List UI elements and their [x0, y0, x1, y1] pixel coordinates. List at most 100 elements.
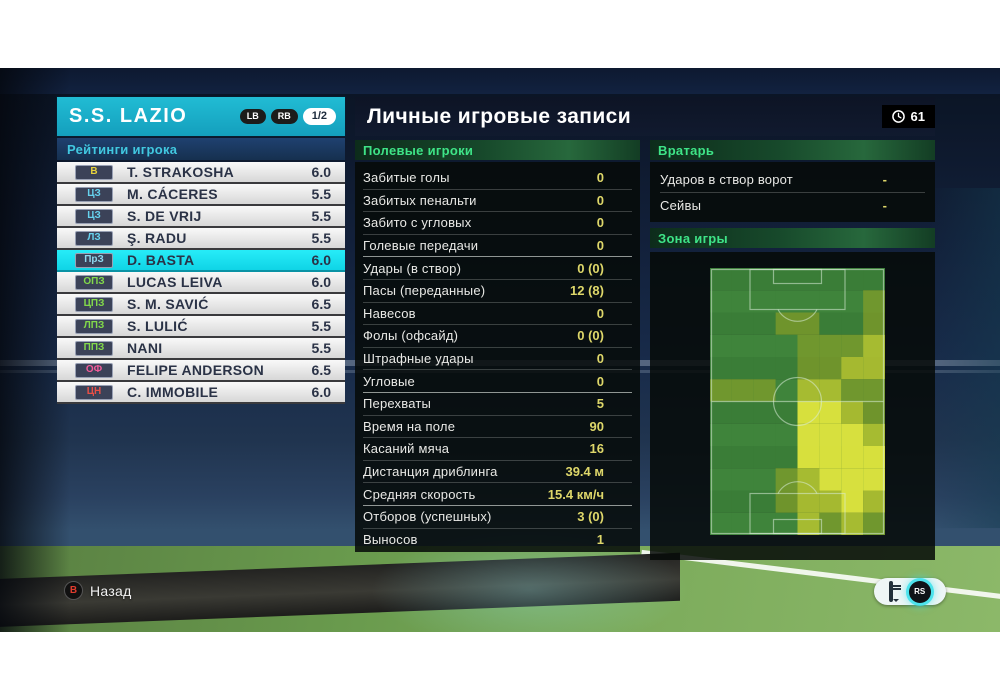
team-name: S.S. LAZIO	[69, 105, 188, 127]
player-row[interactable]: ЛПЗ S. LULIĆ 5.5	[57, 316, 345, 338]
b-button-icon: B	[64, 581, 83, 600]
stat-value: 16	[589, 441, 604, 457]
position-badge: ОФ	[75, 362, 113, 378]
stat-value: 12 (8)	[570, 283, 604, 299]
stat-value: 0	[596, 351, 604, 367]
position-badge: В	[75, 164, 113, 180]
stat-label: Угловые	[363, 373, 415, 389]
rb-button[interactable]: RB	[270, 109, 298, 124]
footer-actions: RS	[874, 578, 946, 605]
stat-label: Забитые голы	[363, 170, 450, 186]
stat-row: Время на поле 90	[363, 416, 632, 439]
stat-value: 1	[596, 531, 604, 547]
player-row[interactable]: ЦЗ M. CÁCERES 5.5	[57, 184, 345, 206]
clock-icon	[891, 110, 905, 123]
stat-value: 0 (0)	[577, 328, 604, 344]
player-rating: 6.0	[311, 252, 331, 268]
letterbox-top	[0, 0, 1000, 68]
player-rating: 6.0	[311, 384, 331, 400]
goalkeeper-stats-panel: Ударов в створ ворот - Сейвы -	[650, 162, 935, 222]
stat-label: Фолы (офсайд)	[363, 328, 459, 344]
player-rating: 5.5	[311, 186, 331, 202]
goalkeeper-header-label: Вратарь	[658, 142, 715, 158]
stat-label: Пасы (переданные)	[363, 283, 486, 299]
stat-row: Штрафные удары 0	[363, 348, 632, 371]
stat-value: -	[882, 198, 887, 213]
player-rating: 5.5	[311, 318, 331, 334]
stat-value: 90	[589, 418, 604, 434]
player-name: LUCAS LEIVA	[127, 274, 223, 290]
player-name: M. CÁCERES	[127, 186, 218, 202]
zone-header-label: Зона игры	[658, 230, 728, 246]
player-row[interactable]: ЦЗ S. DE VRIJ 5.5	[57, 206, 345, 228]
game-viewport: S.S. LAZIO LB RB 1/2 Рейтинги игрока В T.…	[0, 68, 1000, 632]
team-header: S.S. LAZIO LB RB 1/2	[57, 97, 345, 136]
stat-label: Время на поле	[363, 418, 456, 434]
outfield-stats-panel: Забитые голы 0 Забитых пенальти 0 Забито с у…	[355, 162, 640, 552]
stat-row: Навесов 0	[363, 303, 632, 326]
player-row[interactable]: ОПЗ LUCAS LEIVA 6.0	[57, 272, 345, 294]
stat-value: 39.4 м	[565, 464, 604, 480]
position-badge: ОПЗ	[75, 274, 113, 290]
player-name: S. LULIĆ	[127, 318, 188, 334]
stat-row: Выносов 1	[363, 529, 632, 551]
back-button[interactable]: B Назад	[64, 581, 132, 600]
stat-label: Голевые передачи	[363, 238, 479, 254]
stat-row: Угловые 0	[363, 370, 632, 393]
back-label: Назад	[90, 582, 132, 599]
stat-row: Ударов в створ ворот -	[660, 167, 925, 193]
lb-button[interactable]: LB	[239, 109, 266, 124]
outfield-section-header: Полевые игроки	[355, 140, 640, 160]
rs-button[interactable]: RS	[908, 580, 931, 603]
zone-panel	[650, 252, 935, 560]
chat-button[interactable]	[889, 580, 894, 602]
clock-value: 61	[910, 109, 925, 124]
stat-label: Выносов	[363, 531, 418, 547]
stand-tint-right	[930, 188, 1000, 528]
zone-section-header: Зона игры	[650, 228, 935, 248]
chat-icon	[889, 580, 894, 602]
player-name: S. M. SAVIĆ	[127, 296, 209, 312]
position-badge: ПрЗ	[75, 252, 113, 268]
stat-value: 5	[596, 396, 604, 412]
player-row[interactable]: ЦПЗ S. M. SAVIĆ 6.5	[57, 294, 345, 316]
ratings-header-label: Рейтинги игрока	[67, 141, 178, 157]
stat-row: Голевые передачи 0	[363, 235, 632, 258]
stat-value: 0	[596, 373, 604, 389]
stat-row: Удары (в створ) 0 (0)	[363, 257, 632, 280]
stat-label: Отборов (успешных)	[363, 509, 492, 525]
stat-label: Ударов в створ ворот	[660, 172, 793, 187]
goalkeeper-section-header: Вратарь	[650, 140, 935, 160]
team-panel: S.S. LAZIO LB RB 1/2 Рейтинги игрока В T.…	[57, 97, 345, 404]
player-name: Ş. RADU	[127, 230, 187, 246]
player-rating: 5.5	[311, 230, 331, 246]
player-row[interactable]: ОФ FELIPE ANDERSON 6.5	[57, 360, 345, 382]
match-clock: 61	[881, 105, 935, 128]
stat-row: Отборов (успешных) 3 (0)	[363, 506, 632, 529]
player-row[interactable]: ППЗ NANI 5.5	[57, 338, 345, 360]
player-row[interactable]: ЦН C. IMMOBILE 6.0	[57, 382, 345, 404]
player-row[interactable]: ПрЗ D. BASTA 6.0	[57, 250, 345, 272]
pitch-markings	[710, 268, 885, 535]
stat-label: Забито с угловых	[363, 215, 472, 231]
player-row[interactable]: В T. STRAKOSHA 6.0	[57, 162, 345, 184]
stat-row: Дистанция дриблинга 39.4 м	[363, 461, 632, 484]
stat-value: 15.4 км/ч	[547, 486, 604, 502]
player-rating: 5.5	[311, 340, 331, 356]
stat-row: Забитые голы 0	[363, 167, 632, 190]
stat-value: 0	[596, 238, 604, 254]
position-badge: ЦН	[75, 384, 113, 400]
stat-label: Забитых пенальти	[363, 192, 477, 208]
records-title-bar: Личные игровые записи 61	[355, 97, 935, 136]
stat-row: Перехваты 5	[363, 393, 632, 416]
outfield-header-label: Полевые игроки	[363, 142, 474, 158]
player-row[interactable]: ЛЗ Ş. RADU 5.5	[57, 228, 345, 250]
stat-row: Средняя скорость 15.4 км/ч	[363, 483, 632, 506]
player-name: NANI	[127, 340, 163, 356]
stat-label: Навесов	[363, 305, 416, 321]
stat-label: Касаний мяча	[363, 441, 450, 457]
stat-label: Дистанция дриблинга	[363, 464, 498, 480]
stat-value: 0	[596, 192, 604, 208]
stat-label: Сейвы	[660, 198, 702, 213]
stat-label: Штрафные удары	[363, 351, 474, 367]
